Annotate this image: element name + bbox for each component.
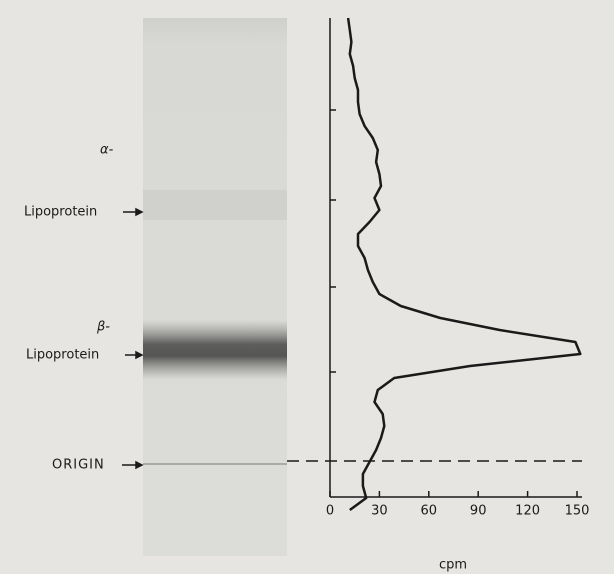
x-tick-label: 120	[515, 504, 540, 519]
origin-label: ORIGIN	[52, 458, 105, 473]
beta-label: β-	[96, 320, 110, 335]
x-axis-label: cpm	[439, 558, 467, 573]
x-tick-label: 150	[565, 504, 590, 519]
x-tick-label: 0	[326, 504, 334, 519]
x-tick-label: 90	[470, 504, 487, 519]
alpha-label: α-	[100, 143, 114, 158]
gel-lane	[143, 18, 287, 556]
alpha-band	[143, 190, 287, 220]
beta-band	[143, 320, 287, 380]
cpm-profile	[346, 17, 582, 512]
alpha-sub: Lipoprotein	[24, 205, 97, 220]
beta-sub: Lipoprotein	[26, 348, 99, 363]
y-ticks	[330, 109, 336, 373]
arrows	[122, 207, 144, 470]
x-tick-label: 60	[421, 504, 438, 519]
x-tick-label: 30	[371, 504, 388, 519]
